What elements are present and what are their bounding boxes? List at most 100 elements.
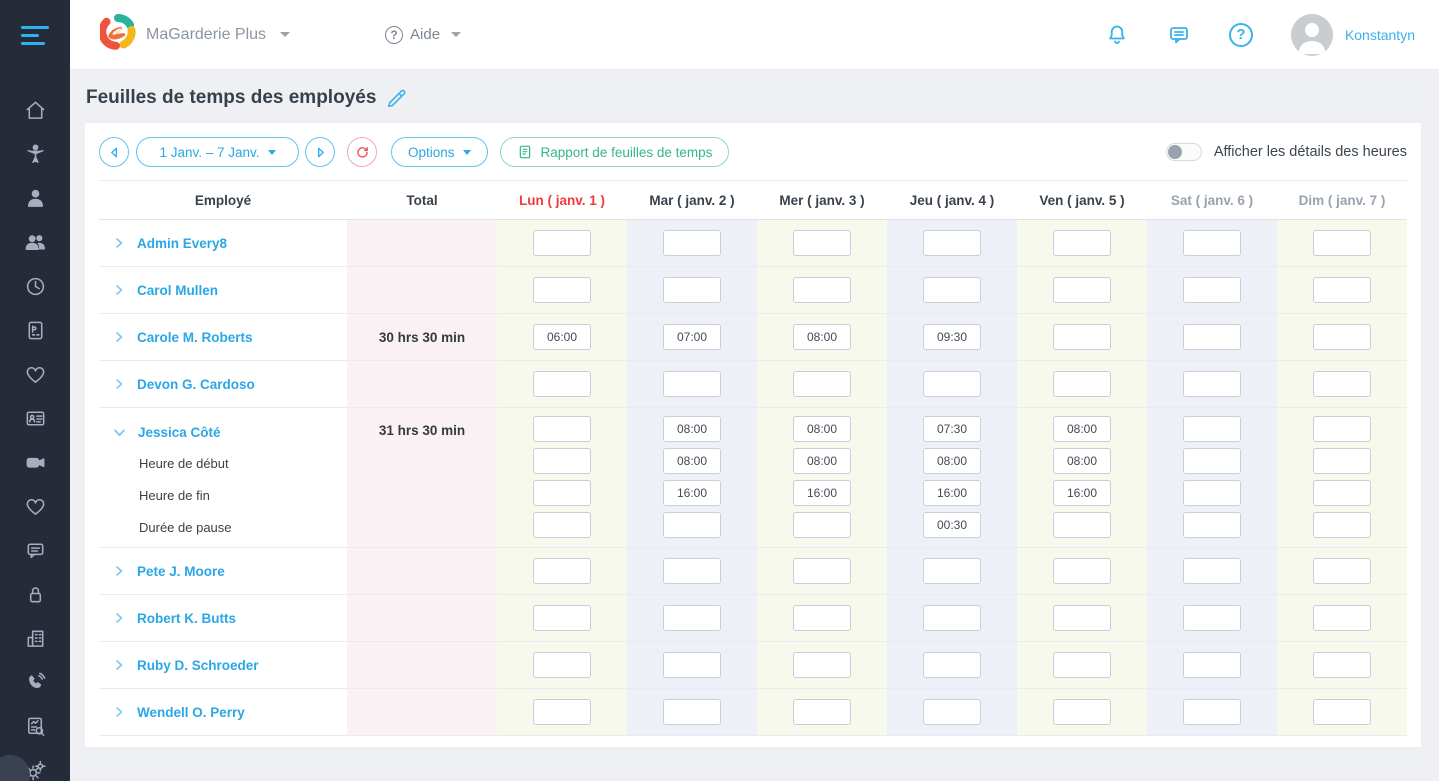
- chevron-right-icon[interactable]: [113, 237, 125, 249]
- time-input[interactable]: [923, 558, 981, 584]
- time-input[interactable]: [1313, 448, 1371, 474]
- time-input[interactable]: [663, 416, 721, 442]
- chevron-right-icon[interactable]: [113, 284, 125, 296]
- time-input[interactable]: [923, 699, 981, 725]
- time-input[interactable]: [663, 277, 721, 303]
- sidebar-item-phone[interactable]: [0, 660, 70, 704]
- next-week-button[interactable]: [305, 137, 335, 167]
- time-input[interactable]: [1053, 416, 1111, 442]
- time-input[interactable]: [793, 512, 851, 538]
- show-hour-details-toggle[interactable]: [1165, 143, 1202, 161]
- time-input[interactable]: [1313, 605, 1371, 631]
- time-input[interactable]: [1053, 277, 1111, 303]
- sidebar-item-video-camera[interactable]: [0, 440, 70, 484]
- time-input[interactable]: [1183, 605, 1241, 631]
- time-input[interactable]: [1183, 324, 1241, 350]
- time-input[interactable]: [923, 371, 981, 397]
- time-input[interactable]: [1053, 230, 1111, 256]
- time-input[interactable]: [1053, 324, 1111, 350]
- time-input[interactable]: [663, 324, 721, 350]
- hamburger-menu-icon[interactable]: [0, 0, 70, 70]
- date-range-button[interactable]: 1 Janv. – 7 Janv.: [136, 137, 299, 167]
- employee-name[interactable]: Carole M. Roberts: [137, 329, 253, 345]
- chevron-down-icon[interactable]: [113, 426, 126, 439]
- sidebar-item-building[interactable]: [0, 616, 70, 660]
- employee-name[interactable]: Carol Mullen: [137, 282, 219, 298]
- notifications-icon[interactable]: [1105, 23, 1129, 47]
- sidebar-item-invoice[interactable]: [0, 308, 70, 352]
- sidebar-item-report[interactable]: [0, 704, 70, 748]
- time-input[interactable]: [1313, 277, 1371, 303]
- time-input[interactable]: [1313, 652, 1371, 678]
- sidebar-item-group[interactable]: [0, 220, 70, 264]
- chevron-right-icon[interactable]: [113, 331, 125, 343]
- chevron-right-icon[interactable]: [113, 612, 125, 624]
- time-input[interactable]: [923, 230, 981, 256]
- chevron-right-icon[interactable]: [113, 378, 125, 390]
- employee-name[interactable]: Admin Every8: [137, 235, 228, 251]
- time-input[interactable]: [1183, 448, 1241, 474]
- time-input[interactable]: [1053, 558, 1111, 584]
- time-input[interactable]: [923, 652, 981, 678]
- time-input[interactable]: [663, 699, 721, 725]
- employee-name[interactable]: Devon G. Cardoso: [137, 376, 255, 392]
- time-input[interactable]: [923, 448, 981, 474]
- messages-icon[interactable]: [1167, 23, 1191, 47]
- time-input[interactable]: [663, 448, 721, 474]
- time-input[interactable]: [1313, 324, 1371, 350]
- sidebar-item-heart[interactable]: [0, 352, 70, 396]
- time-input[interactable]: [533, 605, 591, 631]
- time-input[interactable]: [533, 416, 591, 442]
- user-menu[interactable]: Konstantyn: [1290, 13, 1415, 56]
- chevron-right-icon[interactable]: [113, 706, 125, 718]
- time-input[interactable]: [793, 652, 851, 678]
- time-input[interactable]: [533, 324, 591, 350]
- time-input[interactable]: [1313, 230, 1371, 256]
- time-input[interactable]: [1053, 699, 1111, 725]
- time-input[interactable]: [1313, 699, 1371, 725]
- time-input[interactable]: [663, 512, 721, 538]
- prev-week-button[interactable]: [99, 137, 129, 167]
- employee-name[interactable]: Wendell O. Perry: [137, 704, 245, 720]
- time-input[interactable]: [1183, 652, 1241, 678]
- time-input[interactable]: [1183, 480, 1241, 506]
- time-input[interactable]: [1183, 416, 1241, 442]
- time-input[interactable]: [1053, 605, 1111, 631]
- employee-name[interactable]: Robert K. Butts: [137, 610, 236, 626]
- time-input[interactable]: [1313, 371, 1371, 397]
- time-input[interactable]: [793, 448, 851, 474]
- time-input[interactable]: [923, 277, 981, 303]
- sidebar-item-heart[interactable]: [0, 484, 70, 528]
- employee-name[interactable]: Jessica Côté: [138, 424, 221, 440]
- refresh-button[interactable]: [347, 137, 377, 167]
- time-input[interactable]: [533, 371, 591, 397]
- time-input[interactable]: [533, 512, 591, 538]
- time-input[interactable]: [1313, 480, 1371, 506]
- edit-pencil-icon[interactable]: [386, 87, 408, 109]
- chevron-right-icon[interactable]: [113, 565, 125, 577]
- time-input[interactable]: [1183, 230, 1241, 256]
- time-input[interactable]: [533, 480, 591, 506]
- options-button[interactable]: Options: [391, 137, 488, 167]
- time-input[interactable]: [663, 652, 721, 678]
- sidebar-item-chat[interactable]: [0, 528, 70, 572]
- sidebar-item-lock[interactable]: [0, 572, 70, 616]
- employee-name[interactable]: Pete J. Moore: [137, 563, 225, 579]
- time-input[interactable]: [793, 230, 851, 256]
- time-input[interactable]: [793, 605, 851, 631]
- time-input[interactable]: [1313, 558, 1371, 584]
- time-input[interactable]: [1183, 371, 1241, 397]
- time-input[interactable]: [923, 416, 981, 442]
- brand-menu[interactable]: MaGarderie Plus: [98, 14, 291, 55]
- time-input[interactable]: [663, 605, 721, 631]
- time-input[interactable]: [1053, 512, 1111, 538]
- time-input[interactable]: [923, 480, 981, 506]
- time-input[interactable]: [1183, 699, 1241, 725]
- time-input[interactable]: [533, 699, 591, 725]
- sidebar-item-contact-card[interactable]: [0, 396, 70, 440]
- time-input[interactable]: [533, 652, 591, 678]
- time-input[interactable]: [793, 277, 851, 303]
- time-input[interactable]: [923, 605, 981, 631]
- time-input[interactable]: [793, 558, 851, 584]
- chevron-right-icon[interactable]: [113, 659, 125, 671]
